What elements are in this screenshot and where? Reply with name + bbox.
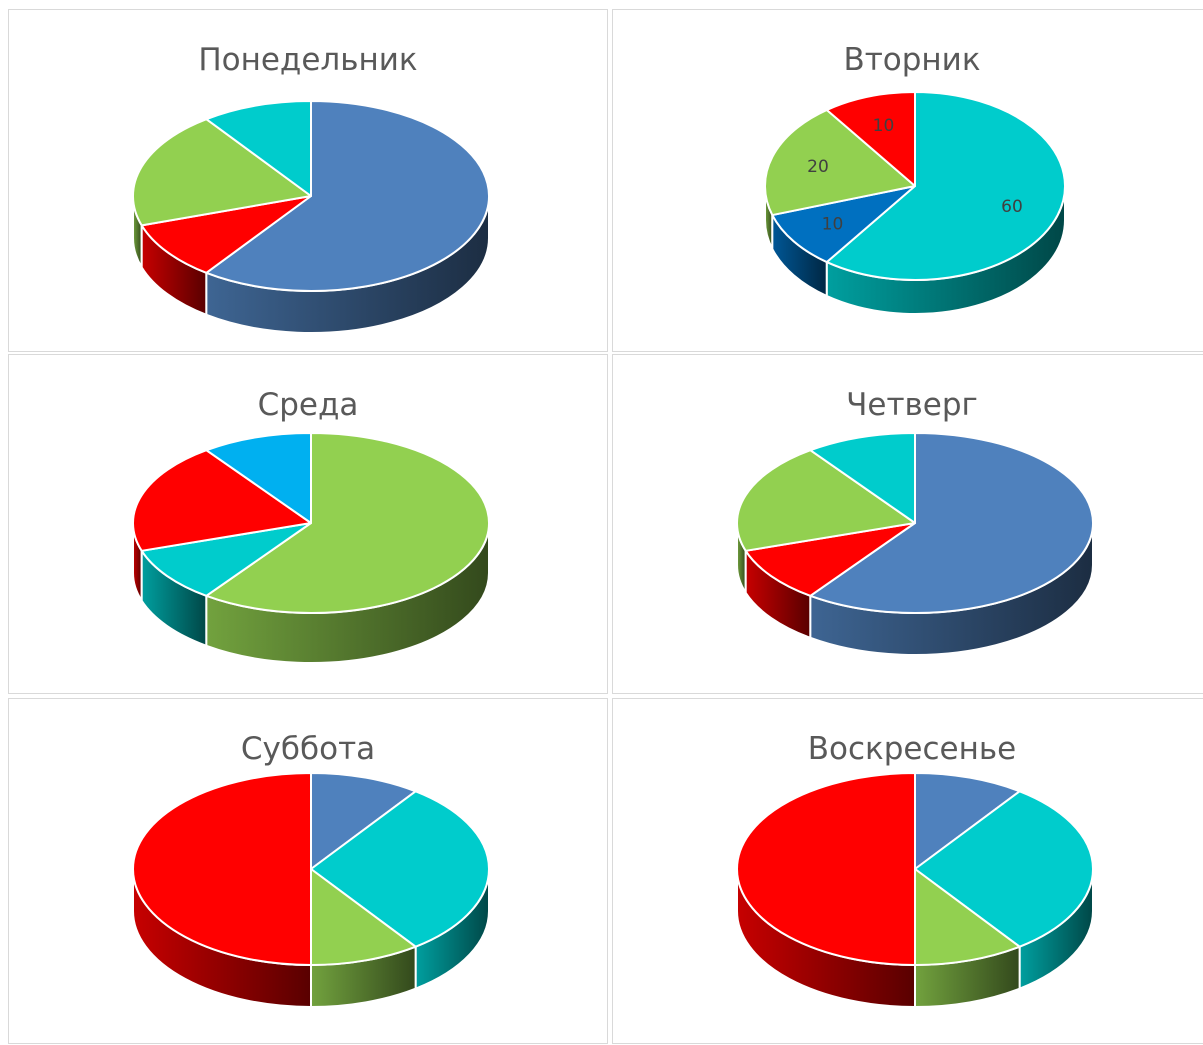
data-label: 60 (1001, 197, 1023, 217)
chart-panel-tuesday: Вторник 60 10 20 10 (612, 9, 1203, 352)
data-label: 10 (873, 116, 895, 136)
chart-panel-saturday: Суббота (8, 698, 608, 1044)
pie-slice (825, 91, 916, 187)
pie-slice (140, 195, 312, 274)
chart-title: Вторник (843, 42, 981, 78)
chart-title: Суббота (240, 731, 376, 767)
pie-slice (914, 772, 1021, 870)
pie-slice (205, 432, 312, 524)
pie-slice (132, 449, 312, 552)
pie-slice (205, 100, 490, 292)
pie-slice (205, 432, 490, 614)
data-label: 20 (807, 157, 829, 177)
pie-slice (736, 772, 916, 966)
pie-chart-svg (736, 432, 1094, 656)
pie-chart-svg (736, 772, 1094, 1009)
pie-slice (914, 790, 1094, 948)
pie-slice (809, 432, 916, 524)
pie-slice (825, 91, 1066, 281)
pie-slice (132, 118, 312, 227)
data-label: 10 (822, 215, 844, 235)
chart-panel-wednesday: Среда (8, 354, 608, 694)
chart-panel-thursday: Четверг (612, 354, 1203, 694)
pie-chart-svg (132, 100, 490, 334)
pie-chart-svg (132, 432, 490, 664)
chart-panel-monday: Понедельник (8, 9, 608, 352)
pie-slice (310, 868, 417, 966)
pie-slice (914, 868, 1021, 966)
pie-chart-svg (132, 772, 490, 1009)
chart-title: Четверг (846, 387, 978, 423)
pie-slice (809, 432, 1094, 614)
pie-slice (744, 522, 916, 597)
pie-slice (771, 185, 916, 264)
pie-chart-svg: 60 10 20 10 (764, 91, 1066, 315)
pie-slice (764, 108, 916, 217)
pie-slice (310, 790, 490, 948)
chart-title: Понедельник (198, 42, 418, 78)
chart-title: Среда (257, 387, 359, 423)
pie-slice (132, 772, 312, 966)
pie-slice (736, 449, 916, 552)
pie-slice (205, 100, 312, 197)
chart-title: Воскресенье (807, 731, 1017, 767)
pie-slice (140, 522, 312, 597)
chart-panel-sunday: Воскресенье (612, 698, 1203, 1044)
pie-slice (310, 772, 417, 870)
